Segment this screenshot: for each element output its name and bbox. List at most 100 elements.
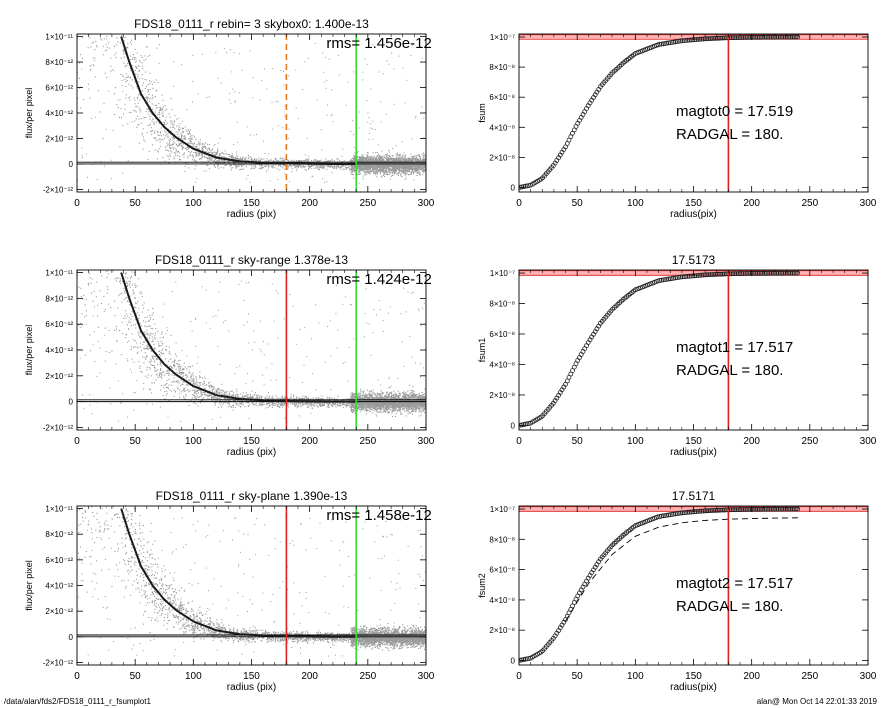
data-point <box>364 165 366 167</box>
data-point <box>96 179 98 181</box>
data-point <box>380 160 382 162</box>
data-point <box>180 145 182 147</box>
data-point <box>408 167 410 169</box>
data-point <box>345 165 347 167</box>
data-point <box>362 157 364 159</box>
data-point <box>83 99 84 101</box>
data-point <box>376 169 378 171</box>
data-point <box>287 161 289 163</box>
data-point <box>354 171 356 173</box>
data-point <box>331 89 333 91</box>
data-point <box>101 8 102 9</box>
data-point <box>168 158 170 160</box>
data-point <box>178 129 180 131</box>
data-point <box>371 165 373 167</box>
data-point <box>108 47 110 49</box>
data-point <box>266 164 268 166</box>
data-point <box>393 170 395 172</box>
data-point <box>367 167 369 169</box>
data-point <box>227 153 229 155</box>
data-point <box>133 109 135 111</box>
data-point <box>150 130 152 132</box>
data-point <box>395 156 397 158</box>
data-point <box>241 159 243 161</box>
data-point <box>345 164 347 166</box>
data-point <box>241 162 243 164</box>
data-point <box>148 109 150 111</box>
data-point <box>372 167 374 169</box>
data-point <box>412 159 414 161</box>
data-point <box>177 145 179 147</box>
data-point <box>411 167 413 169</box>
data-point <box>391 170 393 172</box>
data-point <box>388 170 390 172</box>
data-point <box>92 22 93 23</box>
data-point <box>127 76 129 78</box>
data-point <box>93 16 94 17</box>
data-point <box>190 135 192 137</box>
data-point <box>395 153 397 155</box>
data-point <box>152 144 154 146</box>
data-point <box>87 47 89 49</box>
data-point <box>368 171 370 173</box>
data-point <box>173 157 175 159</box>
data-point <box>362 159 364 161</box>
data-point <box>256 134 257 135</box>
data-point <box>374 161 376 163</box>
data-point <box>267 168 269 170</box>
data-point <box>424 158 426 160</box>
data-point <box>110 0 111 1</box>
data-point <box>188 142 190 144</box>
data-point <box>393 157 395 159</box>
data-point <box>260 159 262 161</box>
data-point <box>424 164 426 166</box>
data-point <box>181 144 183 146</box>
data-point <box>134 73 136 75</box>
data-point <box>121 85 123 87</box>
data-point <box>421 167 423 169</box>
data-point <box>176 125 178 127</box>
data-point <box>213 154 215 156</box>
data-point <box>84 26 85 27</box>
data-point <box>207 159 209 161</box>
data-point <box>127 43 129 45</box>
data-point <box>141 56 143 58</box>
data-point <box>271 102 273 104</box>
data-point <box>239 162 241 164</box>
data-point <box>282 157 284 159</box>
data-point <box>134 120 136 122</box>
data-point <box>97 2 98 3</box>
data-point <box>394 162 396 164</box>
data-point <box>253 159 255 161</box>
data-point <box>389 158 391 160</box>
data-point <box>375 174 377 176</box>
data-point <box>152 114 154 116</box>
data-point <box>401 168 403 170</box>
data-point <box>304 165 306 167</box>
data-point <box>201 155 203 157</box>
data-point <box>143 117 145 119</box>
data-point <box>135 111 137 113</box>
data-point <box>364 167 366 169</box>
data-point <box>147 89 149 91</box>
data-point <box>373 169 375 171</box>
data-point <box>404 165 406 167</box>
data-point <box>244 157 246 159</box>
data-point <box>328 166 330 168</box>
data-point <box>243 164 245 166</box>
data-point <box>372 158 374 160</box>
data-point <box>352 161 354 163</box>
data-point <box>239 163 241 165</box>
data-point <box>122 19 123 20</box>
data-point <box>394 170 396 172</box>
data-point <box>210 150 212 152</box>
data-point <box>414 165 416 167</box>
data-point <box>176 151 178 153</box>
data-point <box>405 160 407 162</box>
data-point <box>202 162 204 164</box>
data-point <box>258 164 260 166</box>
data-point <box>360 166 362 168</box>
data-point <box>130 58 132 60</box>
data-point <box>224 165 226 167</box>
data-point <box>207 143 209 145</box>
